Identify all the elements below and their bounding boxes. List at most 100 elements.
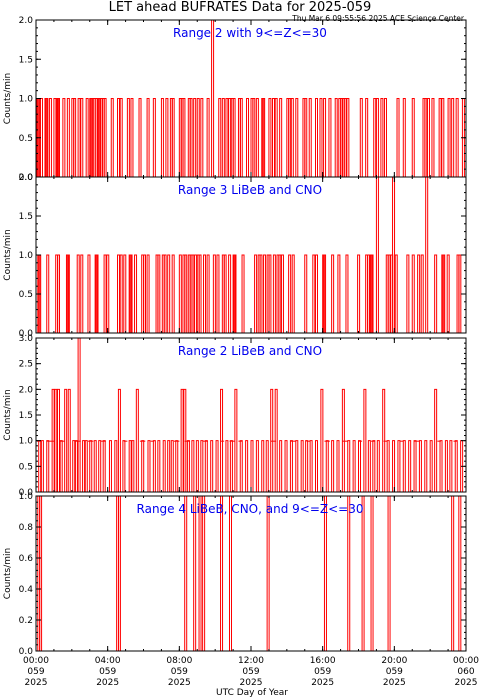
data-spike: [67, 388, 71, 492]
x-tick-label: 059: [27, 667, 44, 677]
data-spike: [160, 98, 164, 177]
data-spike: [239, 440, 243, 492]
data-spike: [239, 98, 243, 177]
data-spike: [90, 98, 94, 177]
data-spike: [80, 98, 84, 177]
data-spike: [211, 19, 215, 177]
data-spike: [331, 440, 335, 492]
data-spike: [45, 98, 49, 177]
data-spike: [411, 98, 415, 177]
panel-3: 0.0 0.5 1.0 1.5 2.0 2.5 3.0 Counts/min Range 2 L…: [3, 334, 467, 498]
data-spike: [418, 440, 422, 492]
data-spike: [46, 440, 50, 492]
data-spike: [426, 98, 430, 177]
x-tick-label: 059: [242, 667, 259, 677]
data-spike: [138, 98, 142, 177]
y-tick-label: 0.0: [19, 329, 34, 339]
data-spike: [325, 440, 329, 492]
data-spike: [261, 440, 265, 492]
data-spike: [252, 98, 256, 177]
x-tick-label: 059: [314, 667, 331, 677]
data-spike: [229, 440, 233, 492]
data-spike: [143, 254, 146, 333]
data-spike: [345, 254, 349, 333]
x-axis-label: UTC Day of Year: [216, 688, 288, 698]
y-tick-label: 0.0: [19, 647, 34, 657]
data-spike: [54, 388, 58, 492]
panel-1: 0.0 0.5 1.0 1.5 2.0 Counts/min Range 2 with 9<…: [3, 16, 467, 183]
data-spike: [262, 98, 266, 177]
data-spike: [438, 98, 442, 177]
y-tick-label: 0.0: [19, 173, 34, 183]
x-tick-label: 2025: [240, 678, 263, 688]
data-spike: [220, 495, 224, 651]
data-spike: [77, 98, 81, 177]
data-spike: [210, 440, 214, 492]
data-spike: [170, 440, 174, 492]
data-spike: [315, 98, 318, 177]
data-spike: [225, 98, 229, 177]
panel-title: Range 2 with 9<=Z<=30: [173, 26, 327, 40]
data-spike: [308, 98, 312, 177]
data-spike: [272, 254, 276, 333]
data-spike: [272, 98, 275, 177]
data-spike: [123, 254, 127, 333]
data-spike: [117, 254, 121, 333]
data-spike: [40, 440, 44, 492]
data-spike: [323, 98, 327, 177]
data-spike: [295, 440, 299, 492]
data-spike: [343, 98, 347, 177]
data-spike: [57, 254, 60, 333]
data-spike: [441, 98, 445, 177]
data-spike: [458, 254, 462, 333]
data-spike: [370, 495, 374, 651]
data-spike: [182, 98, 186, 177]
data-spike: [402, 440, 406, 492]
y-axis-label: Counts/min: [3, 548, 13, 599]
dense-segment: [123, 440, 128, 442]
dense-segment: [399, 440, 404, 442]
data-spike: [315, 254, 318, 333]
y-tick-label: 0.4: [19, 585, 34, 595]
data-spike: [204, 440, 208, 492]
x-tick-label: 12:00: [238, 656, 264, 666]
data-spike: [76, 254, 80, 333]
panel-4: 0.0 0.2 0.4 0.6 0.8 1.0 Counts/min Range 4 LiBe…: [3, 492, 467, 657]
data-spike: [167, 254, 171, 333]
data-spike: [232, 98, 236, 177]
y-tick-label: 1.5: [19, 55, 33, 65]
data-spike: [255, 440, 259, 492]
data-spike: [246, 98, 250, 177]
data-spike: [103, 98, 107, 177]
data-spike: [387, 254, 391, 333]
data-spike: [103, 254, 107, 333]
data-spike: [183, 388, 187, 492]
panel-frame: [35, 495, 467, 652]
data-spike: [110, 98, 114, 177]
data-spike: [84, 440, 88, 492]
data-spike: [380, 98, 384, 177]
data-spike: [451, 495, 455, 651]
data-spike: [336, 440, 340, 492]
data-spike: [196, 98, 200, 177]
data-spike: [194, 254, 198, 333]
data-spike: [255, 98, 259, 177]
data-spike: [347, 440, 351, 492]
data-spike: [193, 495, 197, 651]
data-spike: [289, 440, 293, 492]
data-spike: [319, 98, 323, 177]
dense-segment: [270, 440, 277, 442]
data-spike: [352, 440, 356, 492]
data-spike: [382, 388, 386, 492]
y-tick-label: 0.0: [19, 488, 34, 498]
data-spike: [141, 440, 145, 492]
y-tick-label: 1.0: [19, 251, 34, 261]
data-spike: [64, 388, 68, 492]
data-spike: [309, 440, 313, 492]
data-spike: [417, 254, 421, 333]
data-spike: [119, 254, 123, 333]
data-spike: [157, 254, 161, 333]
x-tick-label: 059: [386, 667, 403, 677]
data-spike: [72, 440, 76, 492]
data-spike: [402, 98, 406, 177]
